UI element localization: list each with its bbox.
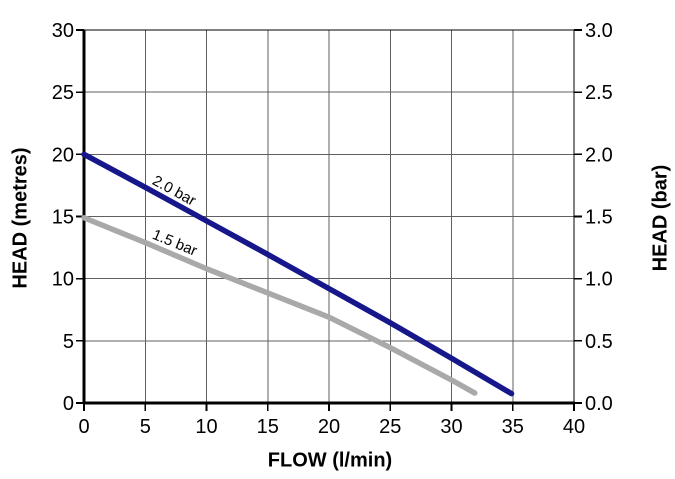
- y-axis-label-left: HEAD (metres): [9, 147, 32, 289]
- y-left-tick-label: 15: [52, 207, 74, 229]
- y-left-tick-label: 30: [52, 20, 74, 42]
- x-tick-label: 0: [78, 416, 89, 438]
- y-left-tick-label: 0: [63, 393, 74, 415]
- x-tick-label: 30: [440, 416, 462, 438]
- series-line-2-0-bar: [81, 151, 515, 397]
- x-tick-label: 15: [257, 416, 279, 438]
- y-axis-label-right: HEAD (bar): [649, 164, 672, 272]
- x-tick-label: 10: [195, 416, 217, 438]
- y-right-tick-label: 3.0: [585, 20, 613, 42]
- y-left-tick-label: 20: [52, 144, 74, 166]
- y-left-tick-label: 5: [63, 331, 74, 353]
- y-right-tick-label: 0.5: [585, 331, 613, 353]
- y-left-tick-label: 25: [52, 82, 74, 104]
- series-line-1-5-bar: [81, 214, 478, 396]
- x-tick-label: 40: [563, 416, 585, 438]
- y-right-tick-label: 2.0: [585, 144, 613, 166]
- y-left-tick-label: 10: [52, 269, 74, 291]
- x-axis-label: FLOW (l/min): [267, 449, 393, 472]
- y-right-tick-label: 1.0: [585, 269, 613, 291]
- x-tick-label: 20: [318, 416, 340, 438]
- x-tick-label: 5: [140, 416, 151, 438]
- x-tick-label: 25: [379, 416, 401, 438]
- x-tick-label: 35: [502, 416, 524, 438]
- y-right-tick-label: 1.5: [585, 207, 613, 229]
- y-right-tick-label: 2.5: [585, 82, 613, 104]
- y-right-tick-label: 0.0: [585, 393, 613, 415]
